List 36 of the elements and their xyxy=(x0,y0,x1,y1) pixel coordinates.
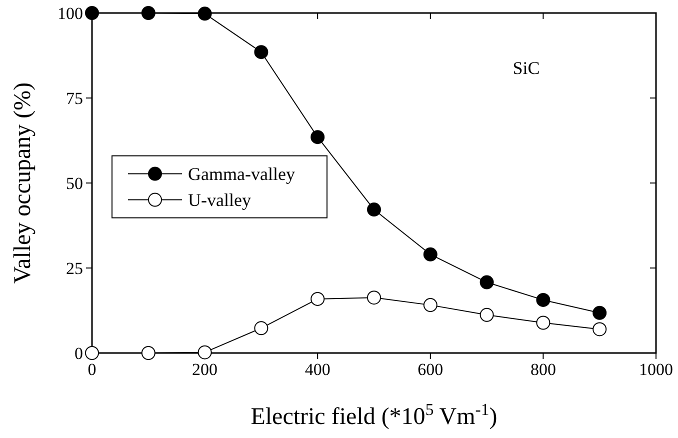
x-tick-label: 400 xyxy=(304,360,330,379)
point xyxy=(536,316,550,330)
x-tick-label: 1000 xyxy=(639,360,673,379)
point xyxy=(254,321,268,336)
x-tick-label: 800 xyxy=(530,360,556,379)
point xyxy=(310,130,325,144)
annotation: SiC xyxy=(512,58,540,78)
point xyxy=(592,306,607,320)
y-tick-label: 50 xyxy=(66,174,83,193)
point xyxy=(480,308,494,322)
x-tick-label: 0 xyxy=(88,360,96,379)
y-tick-label: 100 xyxy=(58,4,83,23)
point xyxy=(141,6,156,20)
point xyxy=(423,247,438,262)
point xyxy=(592,322,607,336)
y-tick-label: 0 xyxy=(74,344,83,363)
x-tick-label: 200 xyxy=(192,360,218,379)
point xyxy=(367,202,381,217)
x-tick-label: 600 xyxy=(418,360,444,379)
point xyxy=(536,292,550,307)
y-tick-label: 75 xyxy=(66,89,83,108)
point xyxy=(423,298,438,312)
point xyxy=(198,6,212,21)
point xyxy=(85,6,99,20)
y-tick-label: 25 xyxy=(66,259,83,278)
point xyxy=(480,275,494,290)
y-axis-title: Valley occupany (%) xyxy=(10,82,36,284)
point xyxy=(310,292,325,306)
legend-label: U-valley xyxy=(188,190,251,210)
point xyxy=(254,45,268,60)
point xyxy=(367,290,381,305)
point xyxy=(141,346,156,360)
point xyxy=(85,346,99,360)
x-axis-title: Electric field (*10$^{5}$ Vm$^{-1}$) xyxy=(250,400,498,430)
legend-label: Gamma-valley xyxy=(188,164,295,184)
point xyxy=(198,345,212,360)
